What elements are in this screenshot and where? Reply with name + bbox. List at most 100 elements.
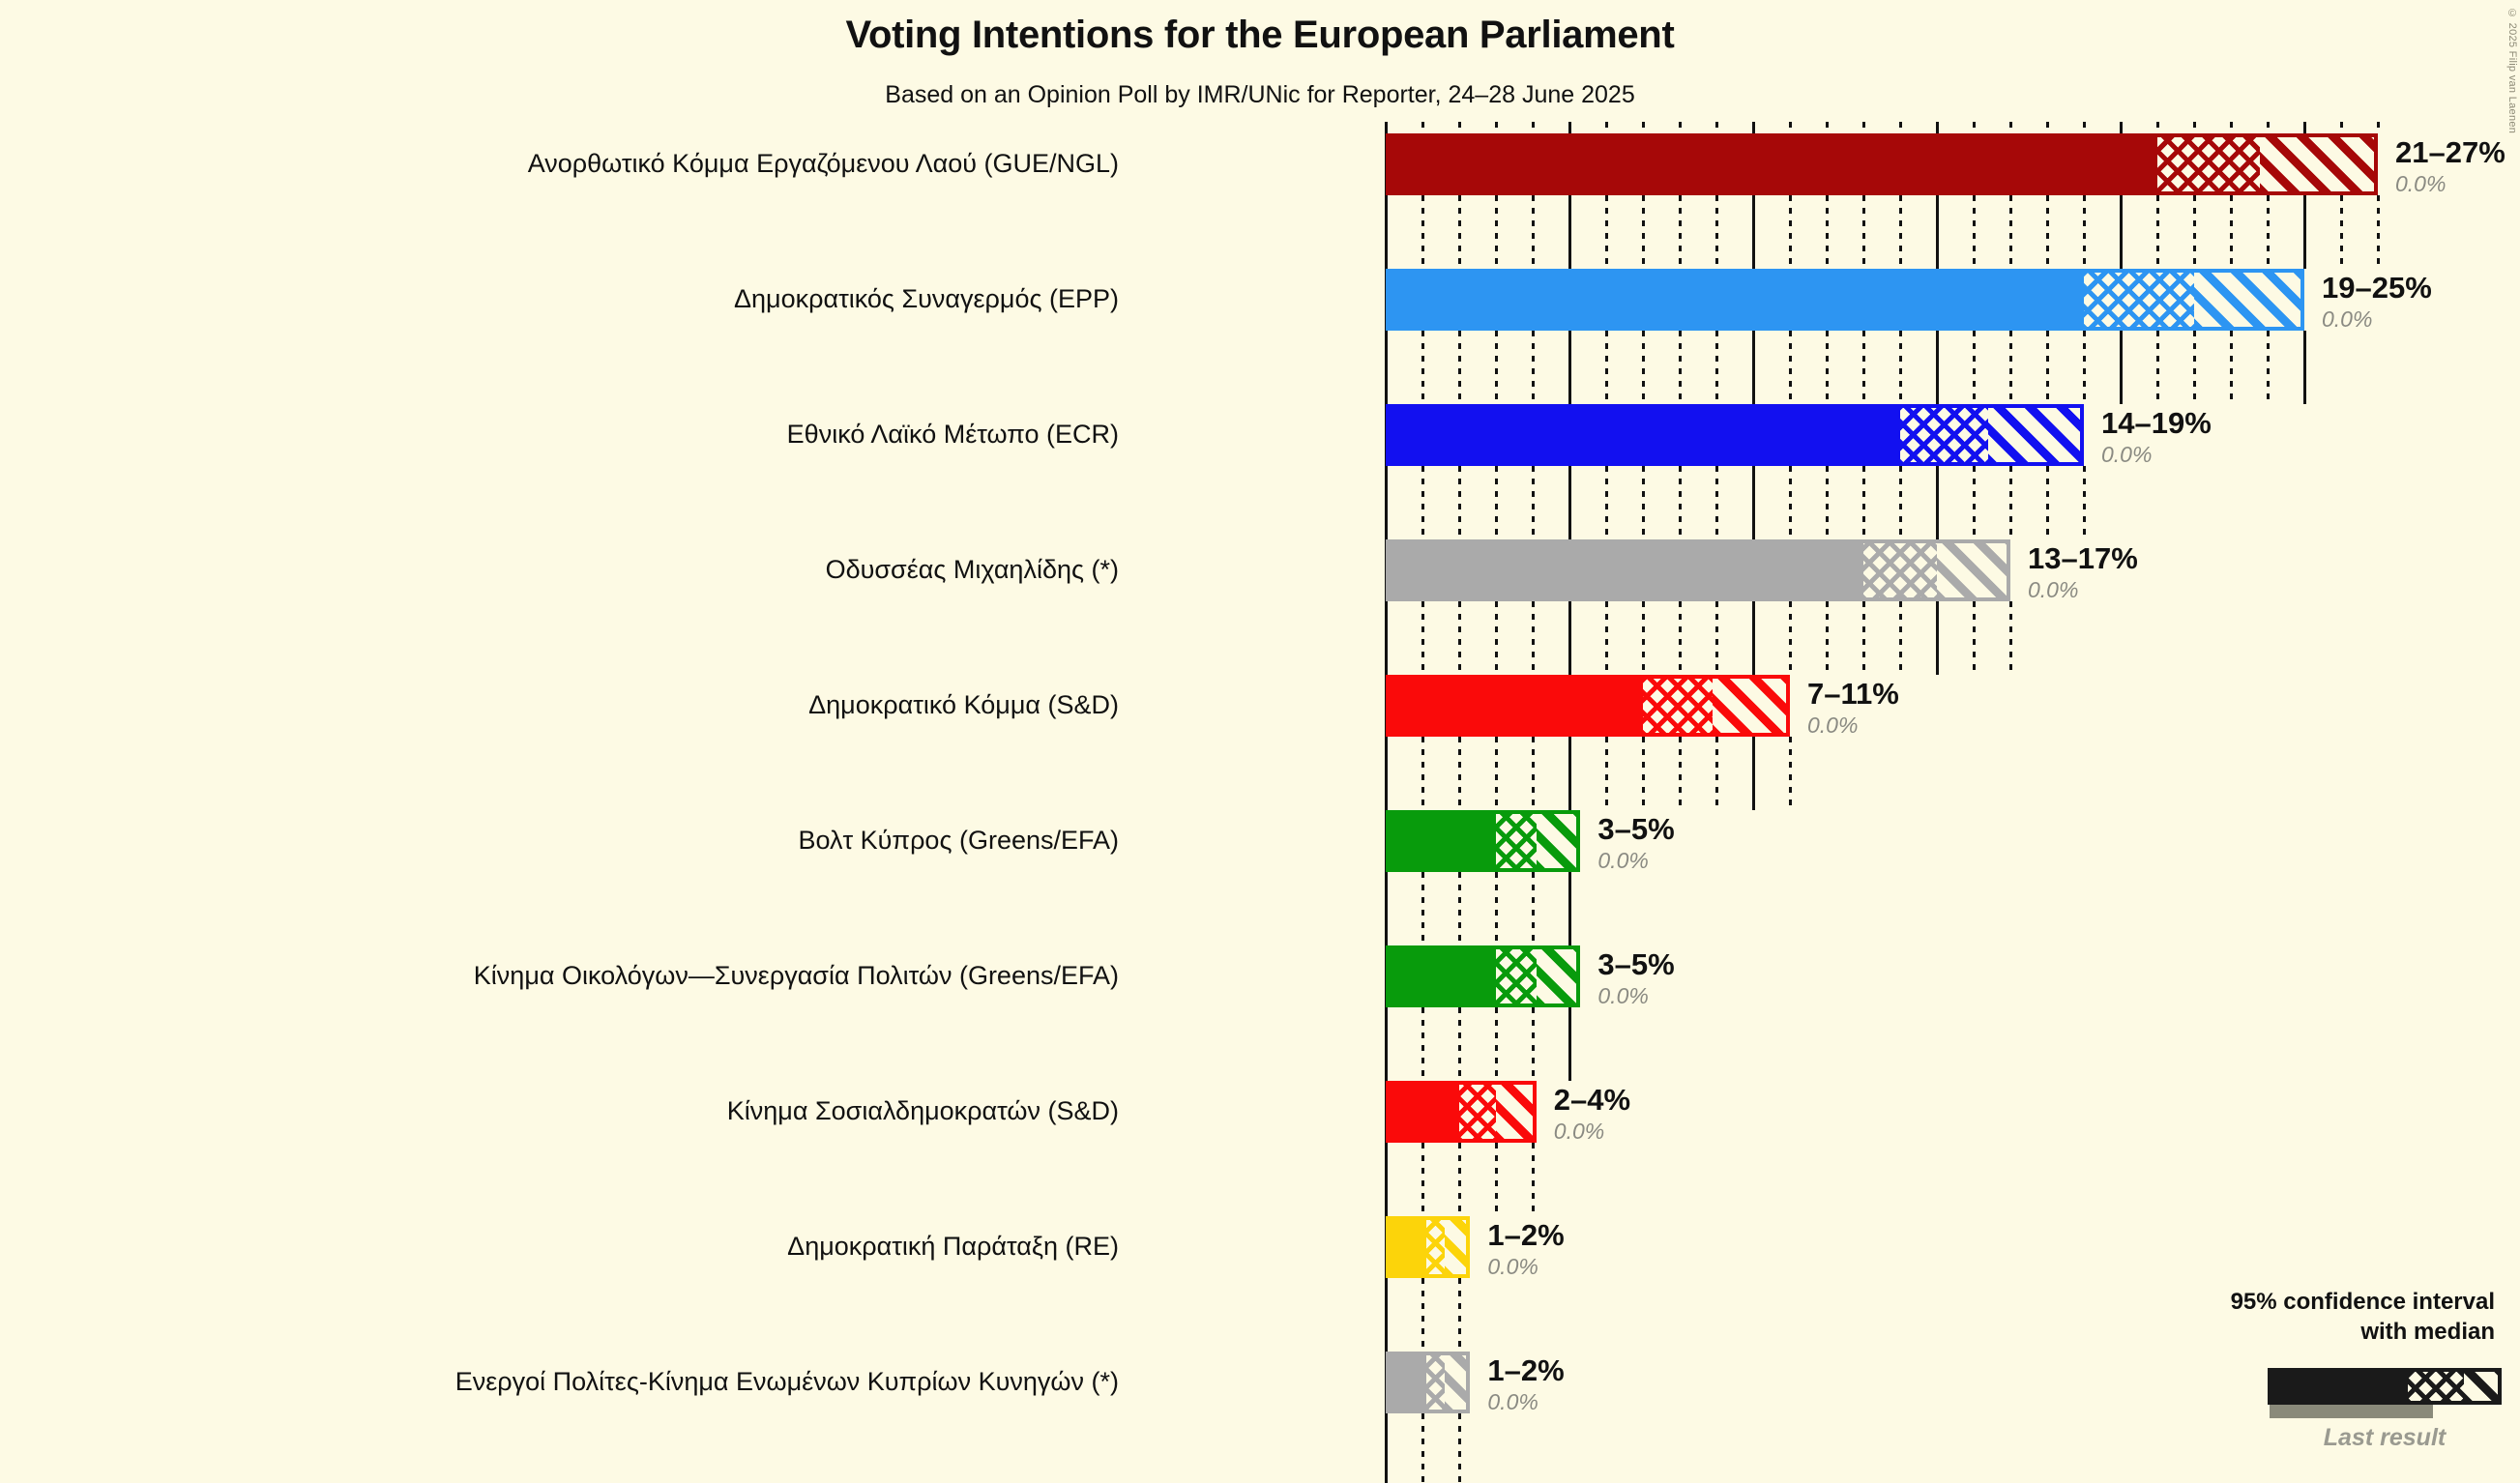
gridline-major: [1568, 1007, 1571, 1081]
gridline-minor: [1862, 195, 1865, 269]
legend-title-line2: with median: [2360, 1319, 2495, 1345]
bar-segment-diagonal: [1444, 1352, 1471, 1413]
gridline-major: [2303, 195, 2306, 269]
gridline-minor: [1605, 466, 1608, 539]
gridline-minor: [1458, 1278, 1461, 1352]
gridline-minor: [2156, 122, 2159, 133]
bar-segment-diagonal: [1536, 810, 1581, 872]
value-labels: 14–19% 0.0%: [2101, 408, 2212, 469]
value-labels: 7–11% 0.0%: [1807, 679, 1899, 740]
gridline-minor: [1899, 601, 1902, 675]
gridline-minor: [1789, 122, 1792, 133]
gridline-minor: [2009, 466, 2012, 539]
gridline-minor: [1642, 466, 1645, 539]
value-labels: 2–4% 0.0%: [1554, 1085, 1630, 1146]
bar-segment-solid: [1386, 1352, 1426, 1413]
gridline-minor: [1826, 195, 1829, 269]
bar-segment-crosshatch: [1863, 539, 1937, 601]
gridline-minor: [1679, 466, 1682, 539]
gridline-major: [1752, 331, 1755, 404]
gridline-minor: [2009, 195, 2012, 269]
bar-segment-diagonal: [2194, 269, 2304, 331]
table-row: Κίνημα Οικολόγων—Συνεργασία Πολιτών (Gre…: [0, 945, 2520, 1010]
legend-solid-part: [2268, 1368, 2409, 1405]
gridline-minor: [1421, 601, 1424, 675]
gridline-minor: [1495, 737, 1498, 810]
gridline-minor: [1789, 195, 1792, 269]
gridline-major: [1568, 122, 1571, 133]
gridline-minor: [1495, 122, 1498, 133]
gridline-minor: [1532, 737, 1535, 810]
gridline-minor: [2193, 122, 2196, 133]
table-row: Βολτ Κύπρος (Greens/EFA) 3–5% 0.0%: [0, 810, 2520, 873]
gridline-minor: [2230, 195, 2233, 269]
gridline-minor: [1862, 122, 1865, 133]
last-result-value: 0.0%: [1487, 1254, 1538, 1279]
gridline-minor: [1458, 195, 1461, 269]
value-labels: 3–5% 0.0%: [1597, 949, 1674, 1010]
gridline-minor: [1495, 466, 1498, 539]
gridline-minor: [1421, 1413, 1424, 1483]
bar-segment-diagonal: [1536, 945, 1581, 1007]
bar-outline: [1386, 1352, 1471, 1413]
bar-segment-diagonal: [1988, 404, 2084, 466]
gridline-major: [2120, 122, 2123, 133]
gridline-minor: [1458, 122, 1461, 133]
gridline-minor: [1715, 195, 1718, 269]
legend-swatch: [2268, 1368, 2502, 1405]
party-label: Δημοκρατική Παράταξη (RE): [787, 1232, 1119, 1261]
party-label: Εθνικό Λαϊκό Μέτωπο (ECR): [786, 420, 1119, 449]
gridline-minor: [1826, 331, 1829, 404]
gridline-minor: [2046, 331, 2049, 404]
gridline-minor: [1421, 331, 1424, 404]
gridline-minor: [1495, 1143, 1498, 1216]
bar-segment-crosshatch: [2157, 133, 2261, 195]
gridline-minor: [1495, 331, 1498, 404]
gridline-minor: [1605, 737, 1608, 810]
gridline-minor: [1421, 195, 1424, 269]
legend-swatch-outline: [2268, 1368, 2502, 1405]
gridline-minor: [1862, 466, 1865, 539]
table-row: Δημοκρατική Παράταξη (RE) 1–2% 0.0%: [0, 1216, 2520, 1279]
bar-segment-diagonal: [1713, 675, 1790, 737]
last-result-value: 0.0%: [2101, 442, 2153, 467]
gridline-major: [1936, 195, 1939, 269]
bar-segment-solid: [1386, 404, 1900, 466]
gridline-minor: [1826, 122, 1829, 133]
gridline-minor: [1421, 1007, 1424, 1081]
gridline-major: [1568, 195, 1571, 269]
gridline-major: [1568, 601, 1571, 675]
gridline-minor: [1642, 331, 1645, 404]
table-row: Εθνικό Λαϊκό Μέτωπο (ECR) 14–19% 0.0%: [0, 404, 2520, 469]
gridline-minor: [1605, 195, 1608, 269]
bar-segment-diagonal: [1496, 1081, 1537, 1143]
gridline-minor: [2083, 466, 2086, 539]
gridline-major: [1752, 737, 1755, 810]
gridline-minor: [1532, 872, 1535, 945]
bar-outline: [1386, 810, 1581, 872]
gridline-minor: [2046, 195, 2049, 269]
legend-title-line1: 95% confidence interval: [2230, 1289, 2495, 1315]
bar-segment-crosshatch: [1425, 1352, 1445, 1413]
gridline-minor: [2193, 195, 2196, 269]
last-result-value: 0.0%: [2028, 577, 2079, 602]
gridline-minor: [1458, 331, 1461, 404]
bar-outline: [1386, 133, 2378, 195]
confidence-interval-value: 1–2%: [1487, 1218, 1565, 1252]
gridline-minor: [1973, 466, 1976, 539]
gridline-minor: [2267, 195, 2270, 269]
party-label: Δημοκρατικό Κόμμα (S&D): [808, 690, 1119, 719]
confidence-interval-value: 7–11%: [1807, 677, 1899, 711]
gridline-minor: [2046, 466, 2049, 539]
gridline-minor: [1458, 601, 1461, 675]
bar-outline: [1386, 269, 2304, 331]
gridline-minor: [1458, 1143, 1461, 1216]
last-result-value: 0.0%: [1597, 848, 1649, 873]
gridline-minor: [2340, 122, 2343, 133]
bar-segment-crosshatch: [1496, 945, 1537, 1007]
gridline-major: [1752, 466, 1755, 539]
bar-segment-solid: [1386, 945, 1496, 1007]
bar-segment-crosshatch: [1643, 675, 1714, 737]
gridline-minor: [2046, 122, 2049, 133]
party-label: Ανορθωτικό Κόμμα Εργαζόμενου Λαού (GUE/N…: [527, 149, 1119, 178]
